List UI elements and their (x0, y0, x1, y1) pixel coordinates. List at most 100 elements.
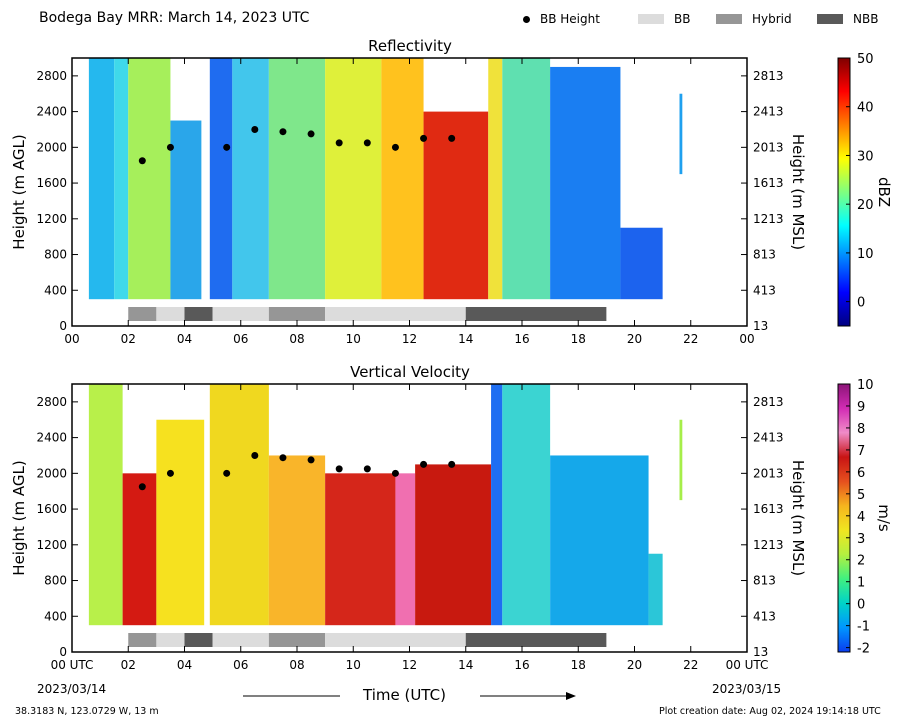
velocity-echo-column (209, 384, 269, 626)
reflectivity-xtick-label: 08 (289, 332, 304, 346)
velocity-y2tick-label: 413 (753, 609, 776, 623)
legend-marker (523, 15, 530, 23)
velocity-y2tick-label: 813 (753, 574, 776, 588)
velocity-echo-column (491, 384, 503, 626)
velocity-xtick-label: 00 UTC (51, 658, 94, 672)
velocity-bb-class-segment (156, 633, 185, 647)
velocity-bb-class-segment (184, 633, 213, 647)
reflectivity-ylabel: Height (m AGL) (10, 134, 28, 249)
reflectivity-bb-height-dot (307, 130, 315, 138)
reflectivity-echo-column (232, 58, 269, 300)
reflectivity-echo-column (679, 93, 683, 175)
reflectivity-bb-height-dot (448, 134, 456, 142)
velocity-colorbar-tick-label: 6 (857, 466, 865, 481)
velocity-colorbar (837, 383, 851, 653)
velocity-bb-height-dot (391, 469, 399, 477)
velocity-echo-column (502, 384, 551, 626)
reflectivity-colorbar-tick-label: 30 (857, 149, 874, 164)
velocity-xtick-label: 08 (289, 658, 304, 672)
reflectivity-bb-class-segment (465, 307, 607, 321)
velocity-xtick-label: 10 (346, 658, 361, 672)
velocity-echo-column (156, 419, 205, 626)
velocity-bb-height-dot (335, 465, 343, 473)
legend-item-nbb: NBB (817, 12, 878, 26)
velocity-echo-column (268, 455, 326, 626)
reflectivity-bb-height-dot (420, 134, 428, 142)
velocity-y2tick-label: 1213 (753, 538, 784, 552)
reflectivity-ytick-label: 800 (44, 248, 67, 262)
time-axis-arrowhead (566, 692, 576, 700)
velocity-ytick-label: 0 (59, 645, 67, 659)
velocity-colorbar-label: m/s (875, 504, 893, 532)
reflectivity-bb-height-dot (166, 143, 174, 151)
velocity-colorbar-tick-label: -2 (857, 642, 870, 657)
reflectivity-xtick-label: 22 (683, 332, 698, 346)
velocity-ytick-label: 2400 (36, 431, 67, 445)
velocity-echo-column (88, 384, 123, 626)
velocity-xtick-label: 20 (627, 658, 642, 672)
velocity-xtick-label: 18 (571, 658, 586, 672)
location-label: 38.3183 N, 123.0729 W, 13 m (15, 706, 159, 717)
velocity-xtick-label: 06 (233, 658, 248, 672)
velocity-y2tick-label: 2813 (753, 395, 784, 409)
reflectivity-xtick-label: 20 (627, 332, 642, 346)
reflectivity-bb-height-dot (223, 143, 231, 151)
reflectivity-bb-height-dot (335, 139, 343, 147)
reflectivity-y2tick-label: 413 (753, 283, 776, 297)
velocity-bb-height-dot (138, 483, 146, 491)
velocity-ytick-label: 2800 (36, 395, 67, 409)
reflectivity-y2tick-label: 2413 (753, 105, 784, 119)
velocity-y2label: Height (m MSL) (789, 460, 807, 576)
velocity-echo-column (550, 455, 649, 626)
reflectivity-echo-column (381, 58, 424, 300)
velocity-ytick-label: 800 (44, 574, 67, 588)
reflectivity-echo-column (128, 58, 171, 300)
velocity-colorbar-tick-label: 8 (857, 422, 865, 437)
reflectivity-colorbar-label: dBZ (875, 177, 893, 207)
reflectivity-colorbar (837, 57, 851, 327)
velocity-xtick-label: 14 (458, 658, 473, 672)
reflectivity-y2label: Height (m MSL) (789, 134, 807, 250)
velocity-echo-column (325, 473, 396, 626)
velocity-colorbar-tick-label: 3 (857, 532, 865, 547)
reflectivity-colorbar-tick-label: 0 (857, 296, 865, 311)
reflectivity-colorbar-tick-label: 40 (857, 101, 874, 116)
reflectivity-colorbar-tick-label: 50 (857, 52, 874, 67)
reflectivity-xtick-label: 00 (739, 332, 754, 346)
reflectivity-ytick-label: 1200 (36, 212, 67, 226)
legend-label: BB (674, 12, 691, 26)
legend-item-bb: BB (638, 12, 690, 26)
velocity-bb-class-segment (325, 633, 466, 647)
reflectivity-y2tick-label: 2013 (753, 140, 784, 154)
reflectivity-y2tick-label: 813 (753, 248, 776, 262)
reflectivity-echo-column (209, 58, 233, 300)
reflectivity-echo-column (423, 111, 489, 300)
velocity-bb-height-dot (448, 460, 456, 468)
velocity-y2tick-label: 1613 (753, 502, 784, 516)
velocity-bb-height-dot (223, 469, 231, 477)
velocity-xtick-label: 22 (683, 658, 698, 672)
figure-title: Bodega Bay MRR: March 14, 2023 UTC (39, 10, 310, 26)
reflectivity-xtick-label: 00 (64, 332, 79, 346)
velocity-colorbar-tick-label: -1 (857, 620, 870, 635)
reflectivity-y2tick-label: 1613 (753, 176, 784, 190)
velocity-title: Vertical Velocity (350, 363, 470, 381)
velocity-xtick-label: 16 (514, 658, 529, 672)
velocity-echo-column (648, 553, 663, 626)
velocity-bb-height-dot (307, 456, 315, 464)
velocity-bb-height-dot (420, 460, 428, 468)
legend-label: BB Height (540, 12, 600, 26)
velocity-xtick-label: 02 (121, 658, 136, 672)
reflectivity-bb-class-segment (184, 307, 213, 321)
reflectivity-xtick-label: 06 (233, 332, 248, 346)
velocity-colorbar-tick-label: 10 (857, 378, 874, 393)
reflectivity-bb-class-segment (268, 307, 326, 321)
legend-marker (638, 14, 664, 24)
velocity-colorbar-tick-label: 4 (857, 510, 865, 525)
reflectivity-ytick-label: 2000 (36, 140, 67, 154)
legend-item-bb-height: BB Height (523, 12, 600, 26)
velocity-xtick-label: 12 (402, 658, 417, 672)
legend-label: NBB (853, 12, 879, 26)
reflectivity-bb-height-dot (279, 128, 287, 136)
